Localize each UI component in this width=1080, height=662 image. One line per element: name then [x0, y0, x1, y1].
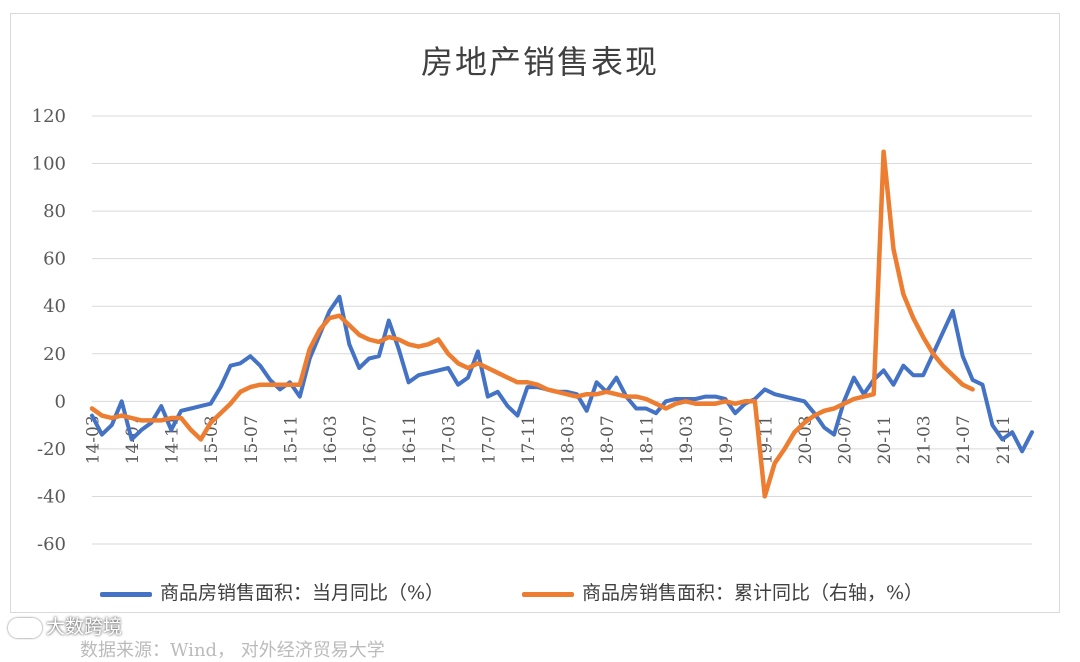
legend-label-cumulative-yoy: 商品房销售面积：累计同比（右轴，%）: [582, 582, 924, 604]
chart-title: 房地产销售表现: [420, 43, 659, 81]
legend-label-monthly-yoy: 商品房销售面积：当月同比（%）: [160, 582, 445, 604]
x-tick-label: 14-11: [163, 415, 183, 464]
watermark: 大数跨境: [8, 612, 122, 639]
chart-frame: [10, 13, 1060, 613]
x-tick-label: 21-07: [954, 415, 974, 464]
y-tick-label: 20: [43, 344, 66, 365]
x-tick-label: 19-07: [717, 415, 737, 464]
y-tick-label: -40: [37, 486, 66, 507]
x-tick-label: 15-11: [281, 415, 301, 464]
y-tick-label: 100: [32, 154, 66, 175]
y-axis: 120 100 80 60 40 20 0 -20 -40 -60: [32, 106, 66, 555]
y-tick-label: -20: [37, 439, 66, 460]
x-tick-label: 18-03: [558, 415, 578, 464]
legend-swatch-blue: [100, 591, 152, 597]
series-line-cumulative-yoy: [89, 149, 975, 499]
watermark-text: 大数跨境: [46, 616, 123, 638]
legend-swatch-orange: [522, 591, 574, 597]
legend-item-cumulative-yoy: 商品房销售面积：累计同比（右轴，%）: [522, 578, 923, 605]
y-tick-label: -60: [37, 534, 66, 555]
y-tick-label: 0: [55, 391, 66, 412]
y-tick-label: 80: [43, 201, 66, 222]
x-tick-label: 19-03: [677, 415, 697, 464]
x-tick-label: 16-03: [321, 415, 341, 464]
x-tick-label: 21-03: [915, 415, 935, 464]
source-note-cutoff: 数据来源：Wind， 对外经济贸易大学: [80, 640, 385, 661]
y-tick-label: 40: [43, 296, 66, 317]
weibo-logo-icon: [8, 617, 42, 638]
x-axis: 14-03 14-07 14-11 15-03 15-07 15-11 16-03 16-07…: [84, 415, 1014, 464]
x-tick-label: 16-07: [361, 415, 381, 464]
x-tick-label: 17-11: [519, 415, 539, 464]
x-tick-label: 16-11: [400, 415, 420, 464]
y-tick-label: 60: [43, 249, 66, 270]
x-tick-label: 20-11: [875, 415, 895, 464]
x-tick-label: 17-07: [479, 415, 499, 464]
legend-item-monthly-yoy: 商品房销售面积：当月同比（%）: [100, 578, 444, 605]
x-tick-label: 17-03: [440, 415, 460, 464]
x-tick-label: 20-07: [836, 415, 856, 464]
series-lines: [89, 149, 1034, 499]
x-tick-label: 18-11: [638, 415, 658, 464]
x-tick-label: 18-07: [598, 415, 618, 464]
y-tick-label: 120: [32, 106, 66, 127]
gridlines: [92, 115, 1032, 545]
x-tick-label: 15-07: [242, 415, 262, 464]
